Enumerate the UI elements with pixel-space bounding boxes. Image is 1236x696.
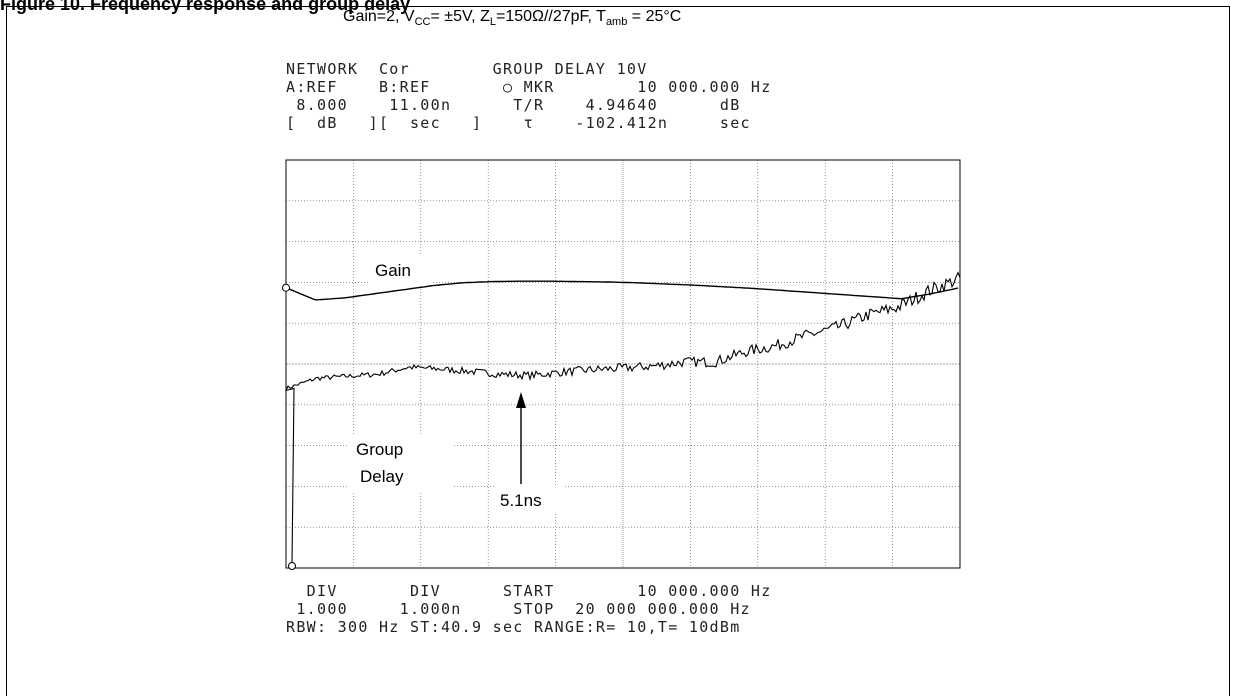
series-group-delay-line [285, 271, 961, 564]
chart-grid [286, 160, 960, 568]
cond-vcc-sub: CC [414, 16, 431, 29]
analyzer-footer-line-1: DIV DIV START 10 000.000 Hz [286, 582, 772, 600]
cond-vcc: = ±5V, Z [430, 8, 490, 25]
cond-zl: =150Ω//27pF, T [495, 8, 606, 25]
cond-tamb: = 25°C [627, 8, 682, 25]
figure-heading: Figure 10. Frequency response and group … [0, 0, 411, 14]
gain-reference-marker [282, 283, 290, 292]
test-conditions: Gain=2, VCC= ±5V, ZL=150Ω//27pF, Tamb = … [343, 8, 681, 28]
group-annotation: Group [356, 440, 403, 459]
delay-reference-marker [288, 562, 296, 570]
series-gain-line [285, 280, 959, 301]
analyzer-footer-line-3: RBW: 300 Hz ST:40.9 sec RANGE:R= 10,T= 1… [286, 618, 741, 636]
delay-arrow-head [516, 392, 526, 408]
analyzer-header-line-3: 8.000 11.00n T/R 4.94640 dB [286, 96, 741, 114]
gain-label-bg [368, 254, 432, 284]
delay-value-bg [494, 486, 564, 512]
figure-frame [6, 6, 1230, 696]
cond-gain: Gain=2, V [343, 8, 415, 25]
delay-value-annotation: 5.1ns [500, 491, 542, 510]
delay-label-bg [348, 434, 454, 492]
delay-annotation: Delay [360, 467, 404, 486]
plot-border [285, 159, 961, 569]
analyzer-header-line-2: A:REF B:REF ○ MKR 10 000.000 Hz [286, 78, 772, 96]
cond-tamb-sub: amb [605, 16, 628, 29]
chart-plot: Gain Group Delay 5.1ns [282, 159, 961, 570]
analyzer-footer-line-2: 1.000 1.000n STOP 20 000 000.000 Hz [286, 600, 751, 618]
analyzer-header-line-4: [ dB ][ sec ] τ -102.412n sec [286, 114, 751, 132]
analyzer-header-line-1: NETWORK Cor GROUP DELAY 10V [286, 60, 648, 78]
gain-annotation: Gain [375, 261, 411, 280]
cond-zl-sub: L [489, 16, 496, 29]
